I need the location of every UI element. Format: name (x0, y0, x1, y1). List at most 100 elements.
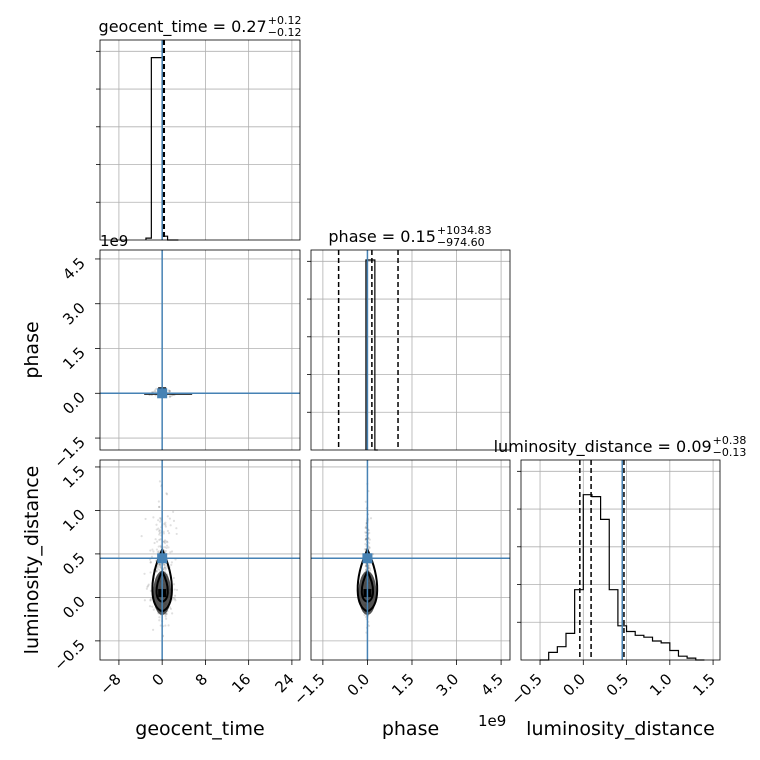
sample-point (175, 532, 178, 536)
sample-point (163, 566, 167, 569)
sample-point (158, 529, 161, 532)
sample-point (173, 594, 177, 597)
sample-point (150, 555, 154, 558)
y-tick-label: −1.5 (50, 433, 88, 471)
sample-point (175, 588, 179, 592)
sample-point (367, 545, 371, 549)
sample-point (158, 619, 161, 622)
sample-point (167, 532, 171, 535)
sample-point (364, 565, 367, 568)
sample-point (149, 558, 152, 561)
phase-y-multiplier: 1e9 (100, 232, 128, 250)
sample-point (159, 544, 162, 547)
scatter-panel-phase-vs-geocent_time (100, 250, 300, 450)
panel-frame-2-0 (99, 459, 301, 661)
sample-point (175, 527, 178, 530)
sample-point (155, 548, 159, 551)
sample-point (165, 540, 168, 543)
y-tick-label: 1.5 (59, 344, 89, 374)
panel-frame-1-0 (99, 249, 301, 451)
y-tick-label: −0.5 (50, 636, 88, 674)
y-axis-label-phase: phase (21, 321, 43, 378)
x-tick-label: 1.5 (388, 670, 418, 700)
sample-point (164, 521, 167, 524)
sample-point (143, 572, 146, 575)
sample-point (149, 561, 152, 564)
y-tick-label: 3.0 (59, 299, 89, 329)
sample-point (172, 583, 176, 586)
sample-point (170, 394, 173, 397)
sample-point (158, 533, 161, 536)
sample-point (165, 544, 169, 547)
sample-point (368, 546, 371, 549)
sample-point (364, 531, 367, 534)
sample-point (149, 589, 152, 592)
sample-point (169, 551, 172, 554)
sample-point (157, 568, 161, 571)
title-main: geocent_time = 0.27 (99, 17, 267, 37)
sample-point (166, 515, 169, 518)
sample-point (157, 500, 160, 503)
x-tick-label: 4.5 (477, 670, 507, 700)
sample-point (158, 530, 161, 533)
title-luminosity_distance: luminosity_distance = 0.09 +0.38−0.13 (494, 434, 747, 459)
sample-point (166, 541, 169, 544)
sample-point (149, 599, 152, 602)
sample-point (157, 563, 161, 566)
sample-point (164, 523, 167, 526)
sample-point (157, 550, 160, 553)
x-tick-label: −1.5 (290, 670, 328, 708)
sample-point (174, 599, 177, 602)
sample-point (368, 541, 371, 545)
sample-point (165, 492, 168, 495)
hist-panel-geocent_time (96, 40, 300, 241)
title-plus: +0.12 (268, 14, 302, 27)
sample-point (155, 523, 158, 526)
y-tick-label: 1.0 (59, 506, 89, 536)
sample-point (171, 612, 174, 615)
sample-point (159, 566, 162, 569)
sample-point (158, 531, 162, 535)
sample-point (162, 530, 165, 533)
sample-point (157, 545, 160, 548)
y-tick-label: 4.5 (59, 254, 89, 284)
sample-point (168, 390, 171, 393)
sample-point (164, 525, 167, 528)
panel-frame-1-1 (310, 249, 511, 451)
sample-point (149, 549, 152, 552)
sample-point (155, 570, 158, 573)
sample-point (364, 543, 367, 546)
x-tick-label: 0.5 (603, 670, 633, 700)
sample-point (150, 597, 153, 600)
title-geocent_time: geocent_time = 0.27 +0.12−0.12 (99, 14, 302, 39)
title-plus: +0.38 (713, 434, 747, 447)
truth-marker (157, 388, 168, 399)
x-tick-label: −8 (96, 670, 124, 698)
sample-point (163, 539, 167, 542)
sample-point (155, 528, 158, 531)
x-tick-label: 8 (192, 670, 211, 689)
sample-point (367, 566, 371, 569)
sample-point (165, 617, 168, 620)
sample-point (162, 563, 166, 567)
sample-point (156, 540, 159, 543)
panel-frame-2-2 (520, 459, 721, 661)
sample-point (168, 517, 171, 520)
sample-point (163, 563, 167, 567)
x-axis-label-luminosity_distance: luminosity_distance (526, 718, 715, 740)
sample-point (156, 565, 159, 569)
sample-point (148, 605, 152, 608)
x-tick-label: 0.0 (344, 670, 374, 700)
sample-point (156, 567, 159, 570)
sample-point (172, 519, 176, 522)
sample-point (163, 541, 167, 545)
truth-marker (362, 553, 373, 564)
title-phase: phase = 0.15 +1034.83−974.60 (328, 224, 491, 249)
title-main: luminosity_distance = 0.09 (494, 437, 712, 457)
sample-point (164, 624, 167, 627)
sample-point (364, 569, 368, 572)
sample-point (368, 531, 371, 535)
sample-point (166, 529, 170, 533)
sample-point (163, 540, 166, 543)
